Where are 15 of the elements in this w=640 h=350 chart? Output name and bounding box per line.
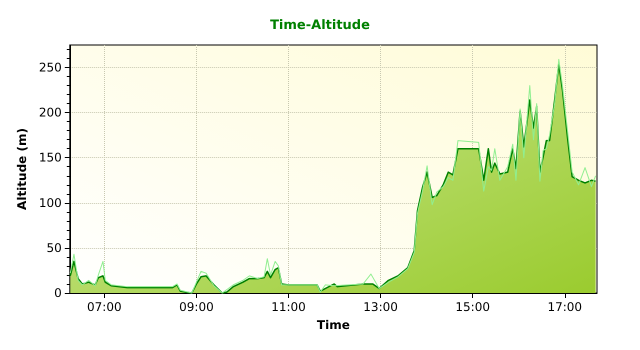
x-tick-label: 09:00 xyxy=(179,300,214,314)
x-tick-label: 13:00 xyxy=(363,300,398,314)
x-tick-label: 11:00 xyxy=(271,300,306,314)
y-tick-label: 200 xyxy=(38,106,62,120)
y-tick-label: 50 xyxy=(46,240,62,255)
x-tick-label: 07:00 xyxy=(87,300,122,314)
x-axis-title: Time xyxy=(316,318,350,332)
y-tick-label: 250 xyxy=(38,60,62,75)
y-axis-title: Altitude (m) xyxy=(15,128,29,210)
x-tick-label: 15:00 xyxy=(455,300,490,314)
y-tick-label: 0 xyxy=(54,286,62,300)
x-tick-label: 17:00 xyxy=(547,300,582,314)
chart-title: Time-Altitude xyxy=(270,18,370,33)
y-tick-label: 100 xyxy=(38,196,62,210)
y-tick-label: 150 xyxy=(38,150,62,165)
